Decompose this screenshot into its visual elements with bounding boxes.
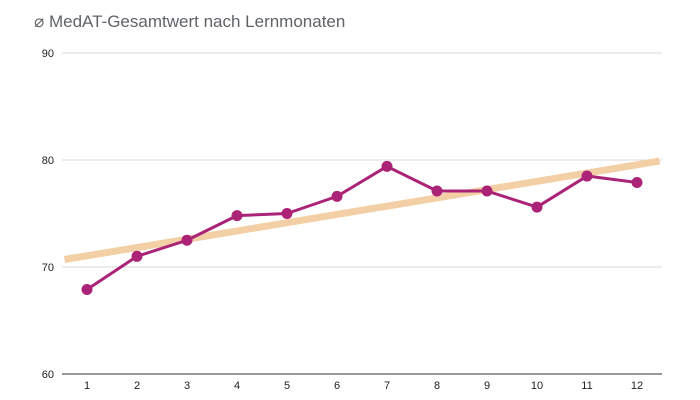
x-tick-label: 6: [334, 380, 340, 392]
x-tick-label: 10: [531, 380, 543, 392]
x-tick-label: 8: [434, 380, 440, 392]
y-tick-label: 80: [42, 155, 54, 167]
x-tick-label: 3: [184, 380, 190, 392]
y-axis-ticks: 60 70 80 90: [42, 48, 54, 381]
series-line: [86, 164, 638, 291]
data-point: [181, 234, 193, 246]
trendline: [63, 157, 661, 263]
data-point: [231, 210, 243, 222]
x-tick-label: 1: [84, 380, 90, 392]
grid-lines: [62, 52, 662, 375]
data-point: [431, 185, 443, 197]
data-point: [81, 283, 93, 295]
x-tick-label: 2: [134, 380, 140, 392]
x-tick-label: 5: [284, 380, 290, 392]
data-point: [381, 160, 393, 172]
x-tick-label: 7: [384, 380, 390, 392]
x-tick-label: 9: [484, 380, 490, 392]
data-point: [331, 190, 343, 202]
y-tick-label: 60: [42, 369, 54, 381]
x-axis-ticks: 1 2 3 4 5 6 7 8 9 10 11 12: [84, 380, 643, 392]
chart-title: ⌀ MedAT-Gesamtwert nach Lernmonaten: [34, 12, 346, 31]
x-tick-label: 11: [581, 380, 592, 392]
data-point: [531, 201, 543, 213]
y-tick-label: 90: [42, 48, 54, 60]
trendline-layer: [63, 157, 661, 263]
series-layer: [81, 160, 643, 295]
x-tick-label: 4: [234, 380, 240, 392]
data-point: [631, 176, 643, 188]
data-point: [131, 250, 143, 262]
x-tick-label: 12: [631, 380, 643, 392]
data-point: [481, 185, 493, 197]
data-point: [581, 170, 593, 182]
data-point: [281, 208, 293, 219]
y-tick-label: 70: [42, 262, 54, 274]
